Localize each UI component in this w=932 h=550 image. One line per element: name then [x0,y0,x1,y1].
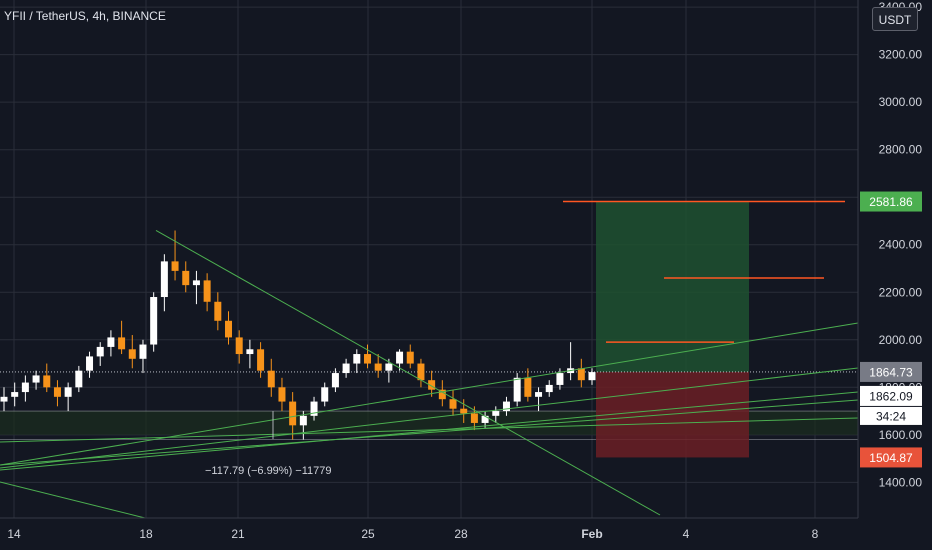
price-tick-label: 1600.00 [879,428,923,442]
candles-group [0,230,596,440]
candle-body [11,392,19,397]
candle-body [524,377,532,397]
candle-body [470,413,478,423]
current-price-badge-bg [860,361,922,382]
candle-body [289,401,297,426]
candle-body [577,368,585,381]
countdown-badge-bg [860,406,922,425]
time-tick-label: 28 [454,527,468,541]
trendline [0,417,859,443]
time-tick-label: 18 [139,527,153,541]
candle-body [75,370,83,388]
trendline [0,481,146,519]
candle-body [203,280,211,302]
time-axis-bg [0,518,858,550]
candle-body [257,349,265,371]
candle-body [299,415,307,426]
candle-body [150,297,158,345]
currency-button[interactable]: USDT [872,7,918,31]
candle-body [182,270,190,286]
current-price-badge: 1864.73 [869,365,913,379]
trendline [155,230,661,516]
candle-body [502,401,510,412]
price-tick-label: 3000.00 [879,95,923,109]
profit-zone [596,201,749,372]
candle-body [118,337,126,350]
candle-body [64,387,72,397]
candle-body [513,377,521,402]
candle-body [588,372,596,381]
candle-body [481,415,489,423]
last-price-badge-bg [860,385,922,406]
candle-body [86,356,94,371]
countdown-badge: 34:24 [876,409,906,423]
candle-body [428,380,436,390]
price-axis-bg [858,0,932,550]
time-tick-label: Feb [581,527,602,541]
price-tick-label: 1400.00 [879,475,923,489]
candle-body [225,320,233,338]
time-tick-label: 14 [7,527,21,541]
candle-body [171,261,179,271]
price-tick-label: 2200.00 [879,285,923,299]
candle-body [545,384,553,393]
candle-body [278,387,286,402]
last-price-badge: 1862.09 [869,389,913,403]
candle-body [492,411,500,416]
candle-body [0,396,8,402]
time-tick-label: 21 [231,527,245,541]
candle-body [139,344,147,359]
time-tick-label: 4 [683,527,690,541]
candle-body [160,261,168,298]
candle-body [214,301,222,321]
trendline [0,322,859,466]
candle-body [535,392,543,397]
candle-body [353,354,361,364]
time-tick-label: 8 [812,527,819,541]
candle-body [374,363,382,371]
candle-body [417,363,425,381]
price-tick-label: 2400.00 [879,238,923,252]
measure-annotation: −117.79 (−6.99%) −11779 [205,465,332,477]
candle-body [556,373,564,385]
loss-zone [596,371,749,458]
candle-body [107,337,115,347]
candle-body [331,373,339,388]
candle-body [310,401,318,416]
trendline [0,367,859,469]
price-tick-label: 2800.00 [879,143,923,157]
candle-body [235,337,243,355]
candle-body [128,349,136,359]
candle-body [342,363,350,374]
stop-price-badge-bg [860,447,922,468]
candle-body [267,370,275,388]
trendline [0,391,859,471]
candle-body [43,375,51,388]
price-tick-label: 2000.00 [879,333,923,347]
candle-body [192,280,200,286]
candle-body [460,408,468,414]
target-price-badge-bg [860,191,922,212]
candle-body [449,399,457,409]
candle-body [53,387,61,397]
price-tick-label: 3200.00 [879,48,923,62]
stop-price-badge: 1504.87 [869,451,913,465]
candle-body [438,389,446,400]
candle-body [246,349,254,355]
candle-body [21,382,29,393]
candle-body [363,354,371,364]
candle-body [396,351,404,364]
trendline [0,399,859,466]
chart-title: YFII / TetherUS, 4h, BINANCE [4,9,166,23]
candle-body [385,363,393,371]
candle-body [406,351,414,364]
candle-body [96,346,104,357]
time-tick-label: 25 [361,527,375,541]
candle-body [32,375,40,383]
candle-body [321,387,329,402]
target-price-badge: 2581.86 [869,195,913,209]
